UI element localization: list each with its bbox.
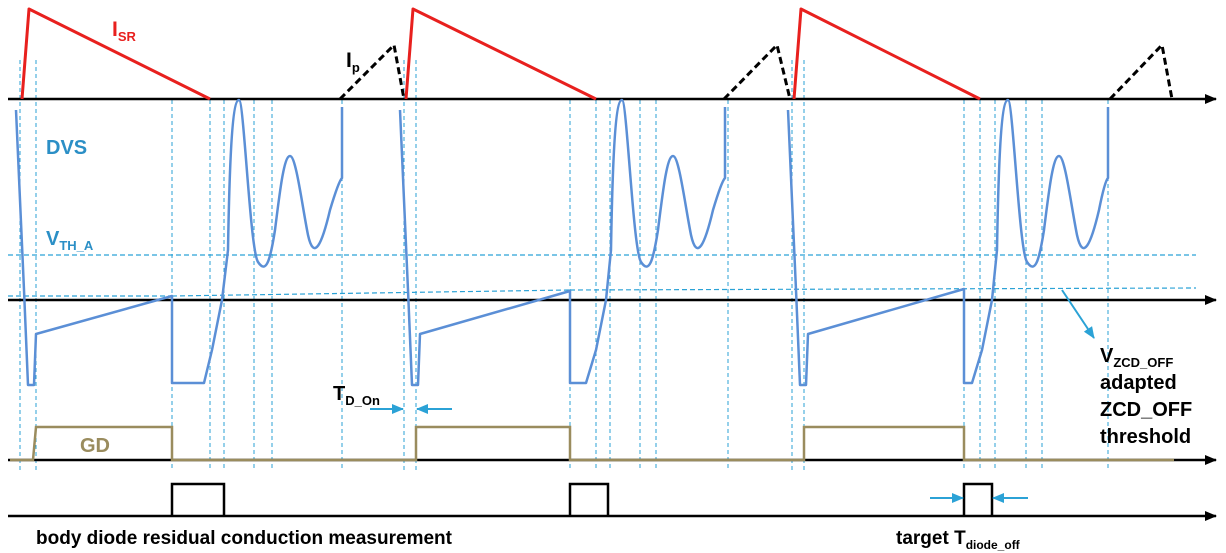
vzcd-leader-arrow bbox=[1061, 289, 1095, 339]
vth-a-label: VTH_A bbox=[46, 228, 94, 253]
body-diode-label: body diode residual conduction measureme… bbox=[36, 528, 453, 549]
threshold-guides bbox=[8, 254, 1197, 297]
vzcd-desc-line3: threshold bbox=[1100, 426, 1191, 448]
vzcd-desc-line1: adapted bbox=[1100, 372, 1177, 394]
axes bbox=[8, 94, 1217, 521]
isr-waveform bbox=[20, 7, 981, 101]
timing-guides bbox=[19, 60, 1109, 470]
measurement-waveform bbox=[170, 482, 994, 516]
isr-label: ISR bbox=[112, 18, 137, 44]
vzcd-desc-line2: ZCD_OFF bbox=[1100, 399, 1192, 421]
gd-label: GD bbox=[80, 435, 110, 457]
gd-waveform bbox=[10, 425, 1174, 462]
ip-label: Ip bbox=[346, 49, 360, 75]
ip-waveform bbox=[338, 43, 1174, 101]
target-label: target Tdiode_off bbox=[896, 528, 1021, 552]
dvs-label: DVS bbox=[46, 137, 87, 159]
dvs-waveform bbox=[14, 98, 1110, 387]
tdon-label: TD_On bbox=[333, 383, 380, 408]
vzcd-off-label: VZCD_OFF bbox=[1100, 345, 1173, 370]
